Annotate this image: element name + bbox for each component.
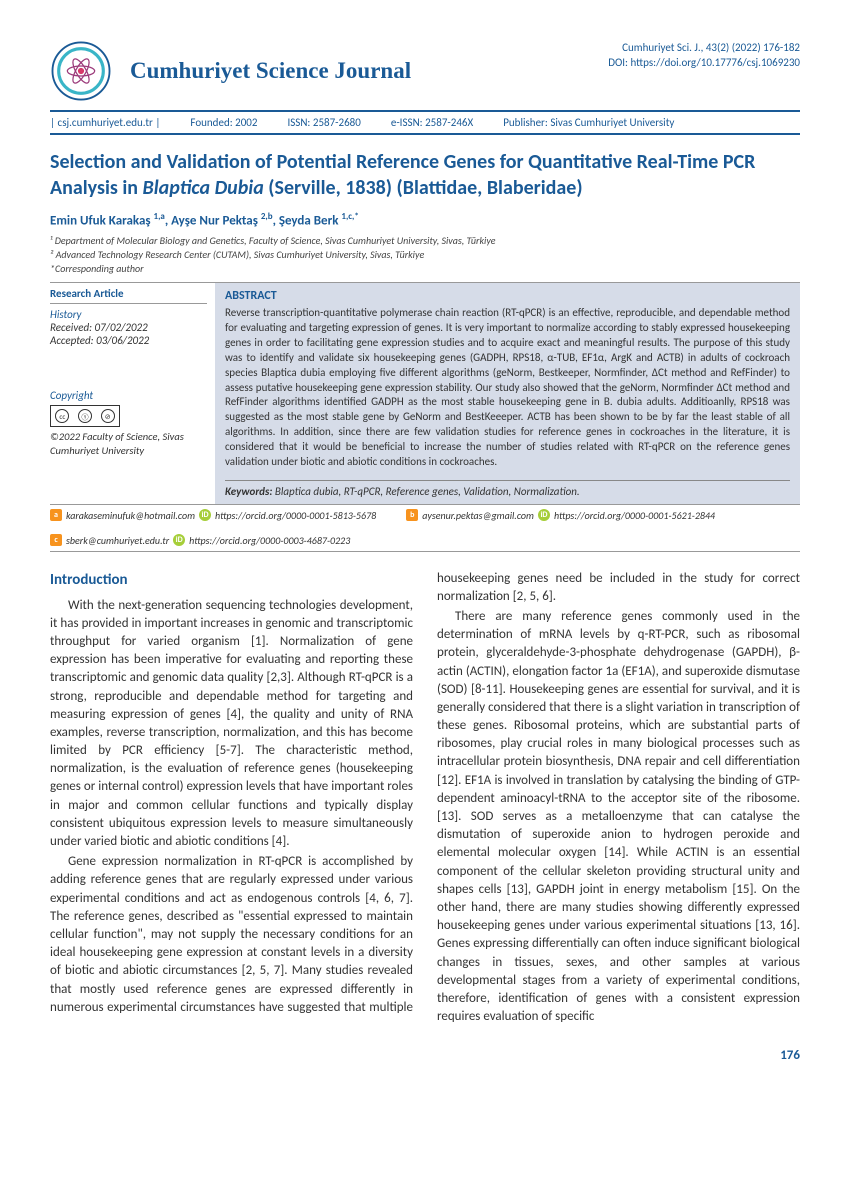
corresponding-note: *Corresponding author [50, 262, 800, 276]
website-link[interactable]: | csj.cumhuriyet.edu.tr | [50, 116, 160, 129]
citation-block: Cumhuriyet Sci. J., 43(2) (2022) 176-182… [608, 40, 800, 71]
received-date: Received: 07/02/2022 [50, 321, 207, 334]
email-b[interactable]: aysenur.pektas@gmail.com [422, 509, 534, 522]
abstract-text: Reverse transcription-quantitative polym… [225, 306, 790, 469]
keywords-line: Keywords: Blaptica dubia, RT-qPCR, Refer… [225, 480, 790, 498]
email-a[interactable]: karakaseminufuk@hotmail.com [66, 509, 195, 522]
orcid-b[interactable]: https://orcid.org/0000-0001-5621-2844 [554, 509, 715, 522]
founded-label: Founded: 2002 [190, 116, 257, 129]
intro-p3: There are many reference genes commonly … [437, 608, 800, 1026]
orcid-icon: iD [199, 509, 211, 521]
mail-icon: b [406, 509, 418, 521]
abstract-heading: ABSTRACT [225, 289, 790, 303]
mail-icon: c [50, 534, 62, 546]
contact-b: b aysenur.pektas@gmail.com iD https://or… [406, 509, 715, 522]
citation-line: Cumhuriyet Sci. J., 43(2) (2022) 176-182 [608, 40, 800, 55]
page-number: 176 [50, 1048, 800, 1063]
orcid-icon: iD [173, 534, 185, 546]
introduction-heading: Introduction [50, 570, 413, 591]
body-columns: Introduction With the next-generation se… [50, 570, 800, 1027]
authors-line: Emin Ufuk Karakaş 1,a, Ayşe Nur Pektaş 2… [50, 211, 800, 228]
intro-p1: With the next-generation sequencing tech… [50, 597, 413, 852]
cc-license-icon[interactable]: cc①⊘ [50, 405, 120, 427]
affiliations: ¹ Department of Molecular Biology and Ge… [50, 234, 800, 276]
orcid-a[interactable]: https://orcid.org/0000-0001-5813-5678 [215, 509, 376, 522]
keywords-label: Keywords: [225, 485, 272, 498]
affiliation-2: ² Advanced Technology Research Center (C… [50, 248, 800, 262]
issn-label: ISSN: 2587-2680 [287, 116, 360, 129]
info-bar: | csj.cumhuriyet.edu.tr | Founded: 2002 … [50, 110, 800, 135]
publisher-label: Publisher: Sivas Cumhuriyet University [503, 116, 674, 129]
history-label: History [50, 308, 207, 321]
title-post: (Serville, 1838) (Blattidae, Blaberidae) [264, 176, 583, 200]
article-title: Selection and Validation of Potential Re… [50, 149, 800, 201]
orcid-c[interactable]: https://orcid.org/0000-0003-4687-0223 [189, 534, 350, 547]
journal-name: Cumhuriyet Science Journal [130, 58, 411, 84]
accepted-date: Accepted: 03/06/2022 [50, 334, 207, 347]
title-italic: Blaptica Dubia [143, 176, 264, 200]
meta-left-column: Research Article History Received: 07/02… [50, 283, 215, 503]
abstract-box: ABSTRACT Reverse transcription-quantitat… [215, 283, 800, 503]
orcid-icon: iD [538, 509, 550, 521]
email-c[interactable]: sberk@cumhuriyet.edu.tr [66, 534, 169, 547]
copyright-text: ©2022 Faculty of Science, Sivas Cumhuriy… [50, 430, 207, 457]
contacts-bar: a karakaseminufuk@hotmail.com iD https:/… [50, 504, 800, 552]
contact-c: c sberk@cumhuriyet.edu.tr iD https://orc… [50, 534, 350, 547]
header-top: Cumhuriyet Science Journal Cumhuriyet Sc… [50, 40, 800, 102]
affiliation-1: ¹ Department of Molecular Biology and Ge… [50, 234, 800, 248]
logo-title-group: Cumhuriyet Science Journal [50, 40, 411, 102]
mail-icon: a [50, 509, 62, 521]
doi-line[interactable]: DOI: https://doi.org/10.17776/csj.106923… [608, 55, 800, 70]
keywords-text: Blaptica dubia, RT-qPCR, Reference genes… [272, 485, 579, 498]
contact-a: a karakaseminufuk@hotmail.com iD https:/… [50, 509, 376, 522]
eissn-label: e-ISSN: 2587-246X [391, 116, 473, 129]
meta-row: Research Article History Received: 07/02… [50, 282, 800, 503]
research-article-label: Research Article [50, 287, 207, 304]
journal-logo-icon [50, 40, 112, 102]
copyright-label: Copyright [50, 389, 207, 402]
